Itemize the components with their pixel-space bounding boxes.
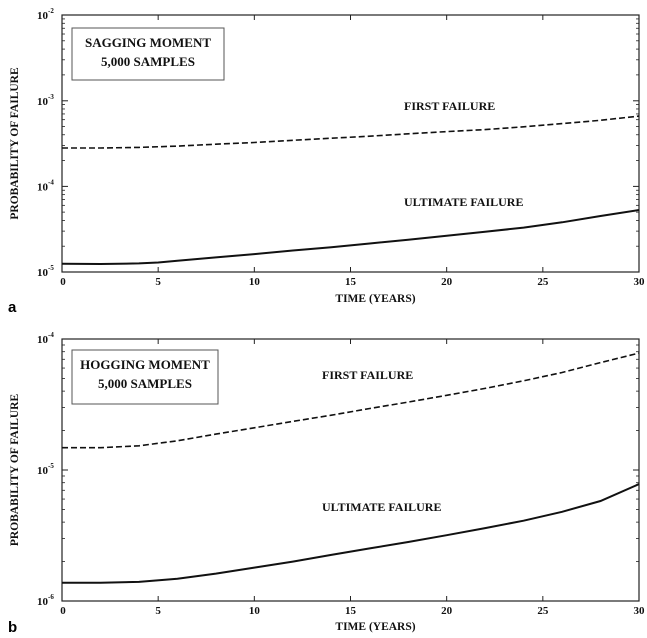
series-line-first-failure — [62, 115, 640, 149]
series-label: FIRST FAILURE — [322, 368, 413, 382]
legend-box — [71, 349, 219, 405]
series-label: FIRST FAILURE — [404, 99, 495, 113]
x-tick-label: 20 — [441, 605, 453, 617]
x-tick-label: 0 — [60, 605, 66, 617]
x-axis-label: TIME (YEARS) — [335, 621, 415, 633]
series-label: ULTIMATE FAILURE — [322, 500, 441, 514]
x-tick-label: 15 — [345, 605, 357, 617]
x-tick-label: 30 — [634, 276, 646, 288]
y-axis-label: PROBABILITY OF FAILURE — [9, 394, 21, 547]
series-line-first-failure — [62, 352, 640, 449]
x-tick-label: 0 — [60, 276, 66, 288]
legend-box — [71, 27, 225, 81]
y-tick-label: 10-6 — [37, 593, 54, 608]
panel-letter: b — [8, 619, 17, 636]
x-tick-label: 5 — [155, 276, 161, 288]
y-tick-label: 10-5 — [37, 462, 54, 477]
chart-panel-b: 0 5 10 15 20 25 30 10-6 10-5 10-4 TIME (YEARS) PROB… — [8, 331, 645, 636]
x-tick-label: 10 — [249, 276, 261, 288]
series-label: ULTIMATE FAILURE — [404, 195, 523, 209]
y-tick-label: 10-5 — [37, 264, 54, 279]
y-tick-label: 10-4 — [37, 331, 54, 346]
x-tick-label: 25 — [537, 276, 549, 288]
chart-panel-a: 0 5 10 15 20 25 30 10-5 10-4 10-3 10-2 TIME (YEARS)… — [8, 7, 645, 316]
y-tick-label: 10-3 — [37, 93, 54, 108]
panel-letter: a — [8, 299, 17, 316]
x-tick-label: 5 — [155, 605, 161, 617]
legend-box-line: SAGGING MOMENT — [85, 35, 211, 50]
legend-box-line: HOGGING MOMENT — [80, 357, 210, 372]
y-tick-label: 10-2 — [37, 7, 54, 22]
x-tick-label: 25 — [537, 605, 549, 617]
x-tick-label: 30 — [634, 605, 646, 617]
x-axis-label: TIME (YEARS) — [335, 293, 415, 305]
x-tick-label: 15 — [345, 276, 357, 288]
x-tick-label: 10 — [249, 605, 261, 617]
x-tick-label: 20 — [441, 276, 453, 288]
y-tick-label: 10-4 — [37, 178, 54, 193]
series-line-ultimate-failure — [61, 209, 640, 266]
legend-box-line: 5,000 SAMPLES — [98, 376, 192, 391]
y-axis-label: PROBABILITY OF FAILURE — [9, 67, 21, 220]
legend-box-line: 5,000 SAMPLES — [101, 54, 195, 69]
series-line-ultimate-failure — [62, 483, 640, 584]
